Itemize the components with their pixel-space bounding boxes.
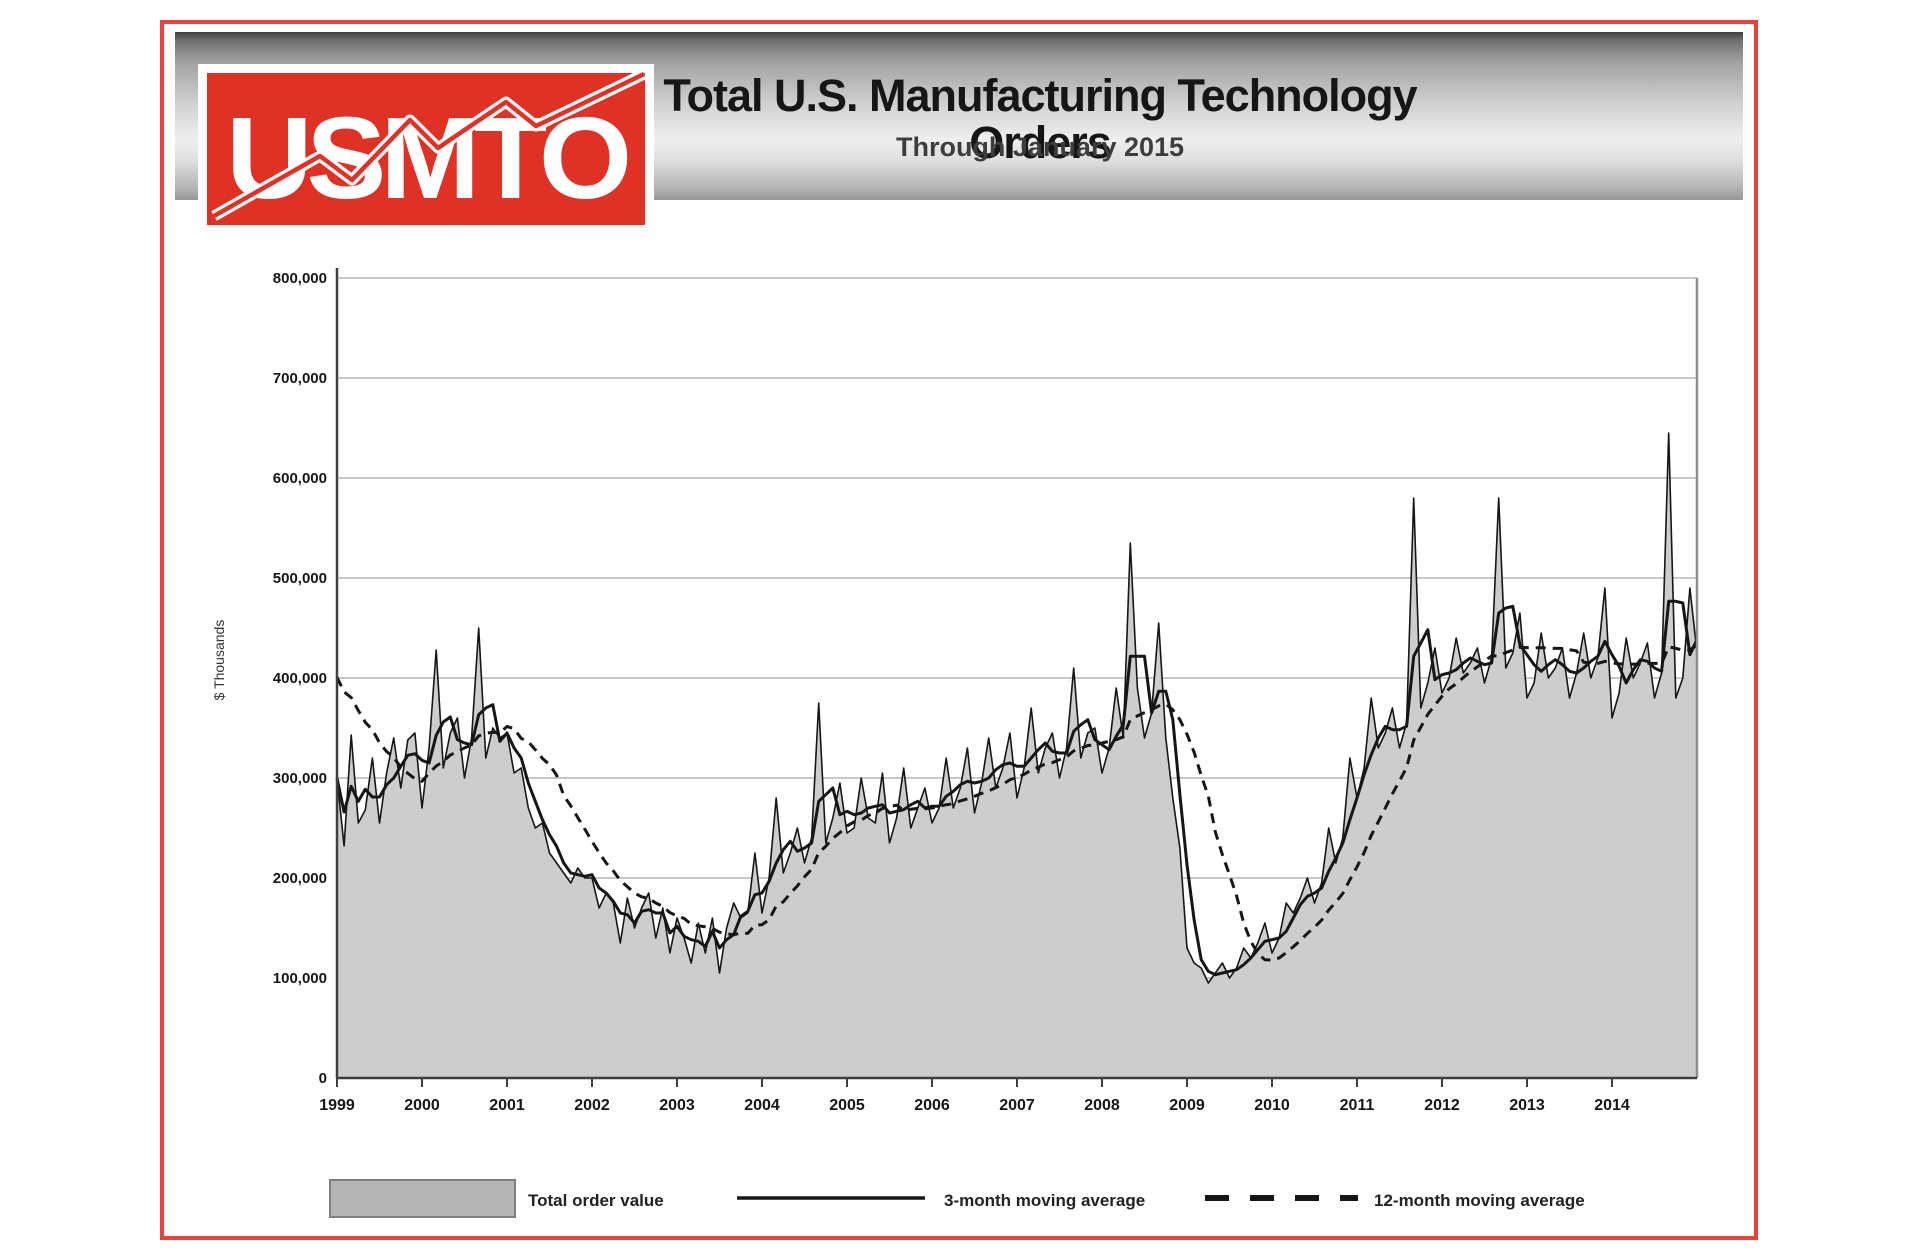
- legend-label-total-order-value: Total order value: [528, 1191, 664, 1210]
- x-tick-label: 2009: [1169, 1097, 1205, 1114]
- y-tick-label: 100,000: [273, 970, 327, 987]
- x-tick-label: 2014: [1594, 1097, 1630, 1114]
- x-tick-label: 2006: [914, 1097, 950, 1114]
- y-tick-label: 800,000: [273, 270, 327, 287]
- y-tick-label: 0: [319, 1070, 327, 1087]
- x-tick-label: 2002: [574, 1097, 610, 1114]
- y-tick-labels: 0 100,000 200,000 300,000 400,000 500,000 600,…: [273, 270, 327, 1087]
- x-tick-label: 2004: [744, 1097, 780, 1114]
- legend-swatch-total-order-value: [329, 1179, 516, 1218]
- monthly-line-series: [336, 432, 1698, 984]
- ma3-line-series: [335, 599, 1699, 977]
- y-tick-label: 200,000: [273, 870, 327, 887]
- x-tick-label: 2012: [1424, 1097, 1460, 1114]
- y-tick-label: 500,000: [273, 570, 327, 587]
- x-tick-label: 2011: [1340, 1097, 1375, 1114]
- logo-trend-zigzag: [212, 71, 645, 218]
- x-tick-label: 2010: [1254, 1097, 1290, 1114]
- usmto-logo-svg: USMTO: [198, 64, 654, 234]
- x-tick-label: 2005: [829, 1097, 865, 1114]
- y-tick-label: 600,000: [273, 470, 327, 487]
- y-tick-label: 300,000: [273, 770, 327, 787]
- area-series-total-order-value: [337, 433, 1697, 1078]
- chart-title: Total U.S. Manufacturing Technology Orde…: [663, 70, 1417, 169]
- usmto-logo: USMTO: [198, 64, 654, 234]
- legend-label-12-month: 12-month moving average: [1374, 1191, 1585, 1210]
- x-tick-label: 2000: [404, 1097, 440, 1114]
- x-tick-label: 2001: [489, 1097, 525, 1114]
- legend-label-3-month: 3-month moving average: [944, 1191, 1145, 1210]
- x-tick-label: 2007: [999, 1097, 1035, 1114]
- x-tick-label: 2013: [1509, 1097, 1545, 1114]
- chart-subtitle: Through January 2015: [895, 132, 1185, 162]
- y-tick-label: 700,000: [273, 370, 327, 387]
- series-group: [335, 432, 1699, 1078]
- y-tick-label: 400,000: [273, 670, 327, 687]
- logo-red-box: [207, 73, 645, 225]
- x-tick-label: 1999: [319, 1097, 355, 1114]
- x-tick-label: 2008: [1084, 1097, 1120, 1114]
- y-axis-unit-label: $ Thousands: [211, 620, 227, 701]
- x-tick-label: 2003: [659, 1097, 695, 1114]
- legend: Total order value 3-month moving average…: [329, 1179, 1585, 1218]
- x-tick-labels: 1999 2000 2001 2002 2003 2004 2005 2006 2007 2008…: [319, 1078, 1630, 1114]
